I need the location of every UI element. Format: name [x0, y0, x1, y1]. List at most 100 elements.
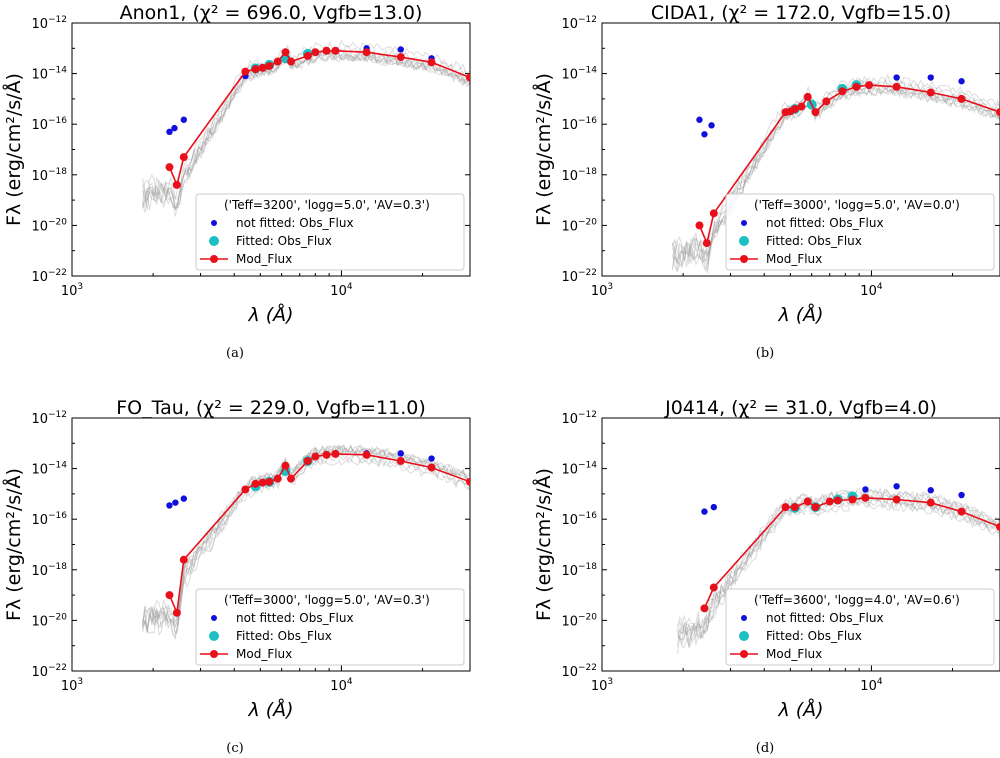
not-fitted-obs-point — [397, 46, 404, 53]
mod-flux-point — [790, 503, 799, 512]
data-layer — [700, 483, 1000, 613]
model-grid-trace — [142, 53, 470, 213]
y-tick-label: 10−22 — [561, 268, 597, 285]
mod-flux-point — [258, 63, 267, 72]
y-axis-label: Fλ (erg/cm²/s/Å) — [532, 468, 555, 621]
data-layer — [695, 74, 1000, 248]
model-grid-trace — [142, 39, 470, 203]
legend-model-params: ('Teff=3000', 'logg=5.0', 'AV=0.3') — [224, 593, 430, 607]
mod-flux-point — [303, 51, 312, 60]
y-tick-label: 10−20 — [31, 612, 67, 629]
legend-mod-marker — [210, 650, 218, 658]
mod-flux-point — [362, 48, 371, 57]
mod-flux-point — [172, 608, 181, 617]
legend-entry: Mod_Flux — [236, 647, 292, 661]
x-axis-label: λ (Å) — [777, 303, 823, 326]
legend-entry: Fitted: Obs_Flux — [236, 629, 332, 643]
mod-flux-point — [362, 450, 371, 459]
mod-flux-point — [996, 108, 1000, 117]
mod-flux-point — [811, 108, 820, 117]
mod-flux-point — [165, 163, 174, 172]
chart-legend: ('Teff=3000', 'logg=5.0', 'AV=0.3') not f… — [195, 588, 465, 666]
y-tick-label: 10−12 — [561, 410, 597, 427]
mod-flux-point — [251, 65, 260, 74]
mod-flux-point — [258, 478, 267, 487]
legend-entry: Mod_Flux — [236, 252, 292, 266]
x-tick-label: 104 — [860, 282, 883, 299]
chart-title: CIDA1, (χ² = 172.0, Vgfb=15.0) — [651, 2, 951, 24]
model-grid-trace — [142, 50, 470, 211]
mod-flux-point — [957, 94, 966, 103]
mod-flux-point — [251, 479, 260, 488]
legend-not-fitted-marker — [211, 615, 217, 621]
y-axis-label: Fλ (erg/cm²/s/Å) — [2, 468, 25, 621]
mod-flux-point — [273, 474, 282, 483]
mod-flux-point — [265, 61, 274, 70]
mod-flux-point — [695, 221, 704, 230]
x-axis-label: λ (Å) — [777, 698, 823, 721]
model-grid-trace — [142, 50, 470, 209]
mod-flux-point — [996, 522, 1000, 531]
y-tick-label: 10−20 — [561, 217, 597, 234]
not-fitted-obs-point — [701, 131, 708, 138]
chart-panel: 10−22 10−20 10−18 10−16 10−14 10−12 103 104 CIDA… — [532, 2, 1000, 361]
mod-flux-point — [427, 463, 436, 472]
y-tick-label: 10−22 — [561, 663, 597, 680]
not-fitted-obs-point — [166, 128, 173, 136]
y-tick-label: 10−20 — [561, 612, 597, 629]
legend-fitted-marker — [209, 631, 219, 641]
chart-title: FO_Tau, (χ² = 229.0, Vgfb=11.0) — [116, 397, 426, 419]
mod-flux-point — [172, 180, 181, 189]
mod-flux-point — [287, 474, 296, 483]
x-tick-label: 104 — [330, 677, 353, 694]
not-fitted-obs-point — [180, 116, 188, 123]
legend-mod-marker — [740, 255, 748, 263]
chart-title: Anon1, (χ² = 696.0, Vgfb=13.0) — [120, 2, 423, 24]
x-tick-label: 103 — [591, 282, 613, 299]
x-axis-label: λ (Å) — [247, 698, 293, 721]
legend-box — [195, 193, 465, 271]
not-fitted-obs-point — [397, 450, 404, 457]
not-fitted-obs-point — [958, 78, 965, 85]
mod-flux-point — [311, 452, 320, 461]
mod-flux-point — [241, 485, 250, 494]
not-fitted-obs-point — [172, 499, 179, 506]
x-tick-label: 104 — [330, 282, 353, 299]
chart-legend: ('Teff=3600', 'logg=4.0', 'AV=0.6') not f… — [725, 588, 995, 666]
y-tick-label: 10−12 — [561, 15, 597, 32]
not-fitted-obs-point — [166, 502, 173, 509]
mod-flux-point — [926, 498, 935, 507]
y-tick-label: 10−14 — [31, 461, 67, 478]
x-tick-label: 104 — [860, 677, 883, 694]
not-fitted-obs-point — [180, 495, 188, 502]
mod-flux-point — [273, 57, 282, 66]
mod-flux-point — [709, 209, 718, 218]
mod-flux-point — [702, 239, 711, 248]
legend-entry: Mod_Flux — [766, 647, 822, 661]
mod-flux-point — [281, 461, 290, 470]
mod-flux-point — [861, 493, 870, 502]
mod-flux-point — [179, 555, 188, 564]
y-tick-label: 10−16 — [31, 511, 67, 528]
mod-flux-point — [311, 48, 320, 57]
mod-flux-point — [396, 53, 405, 62]
y-axis-label: Fλ (erg/cm²/s/Å) — [2, 73, 25, 226]
legend-mod-marker — [740, 650, 748, 658]
model-grid-trace — [142, 50, 470, 217]
x-tick-label: 103 — [61, 677, 83, 694]
chart-title: J0414, (χ² = 31.0, Vgfb=4.0) — [664, 397, 937, 419]
model-grid-trace — [142, 444, 470, 631]
chart-panel: 10−22 10−20 10−18 10−16 10−14 10−12 103 104 Anon… — [2, 2, 471, 361]
model-grid-trace — [142, 45, 470, 202]
y-tick-label: 10−18 — [31, 562, 67, 579]
model-grid-trace — [677, 486, 1000, 633]
legend-not-fitted-marker — [211, 220, 217, 226]
mod-flux-point — [822, 97, 831, 106]
model-grid-traces — [142, 39, 470, 217]
mod-flux-point — [331, 46, 340, 55]
model-grid-trace — [142, 444, 470, 627]
data-layer — [165, 449, 470, 617]
legend-entry: not fitted: Obs_Flux — [766, 216, 884, 230]
not-fitted-obs-point — [710, 503, 718, 511]
